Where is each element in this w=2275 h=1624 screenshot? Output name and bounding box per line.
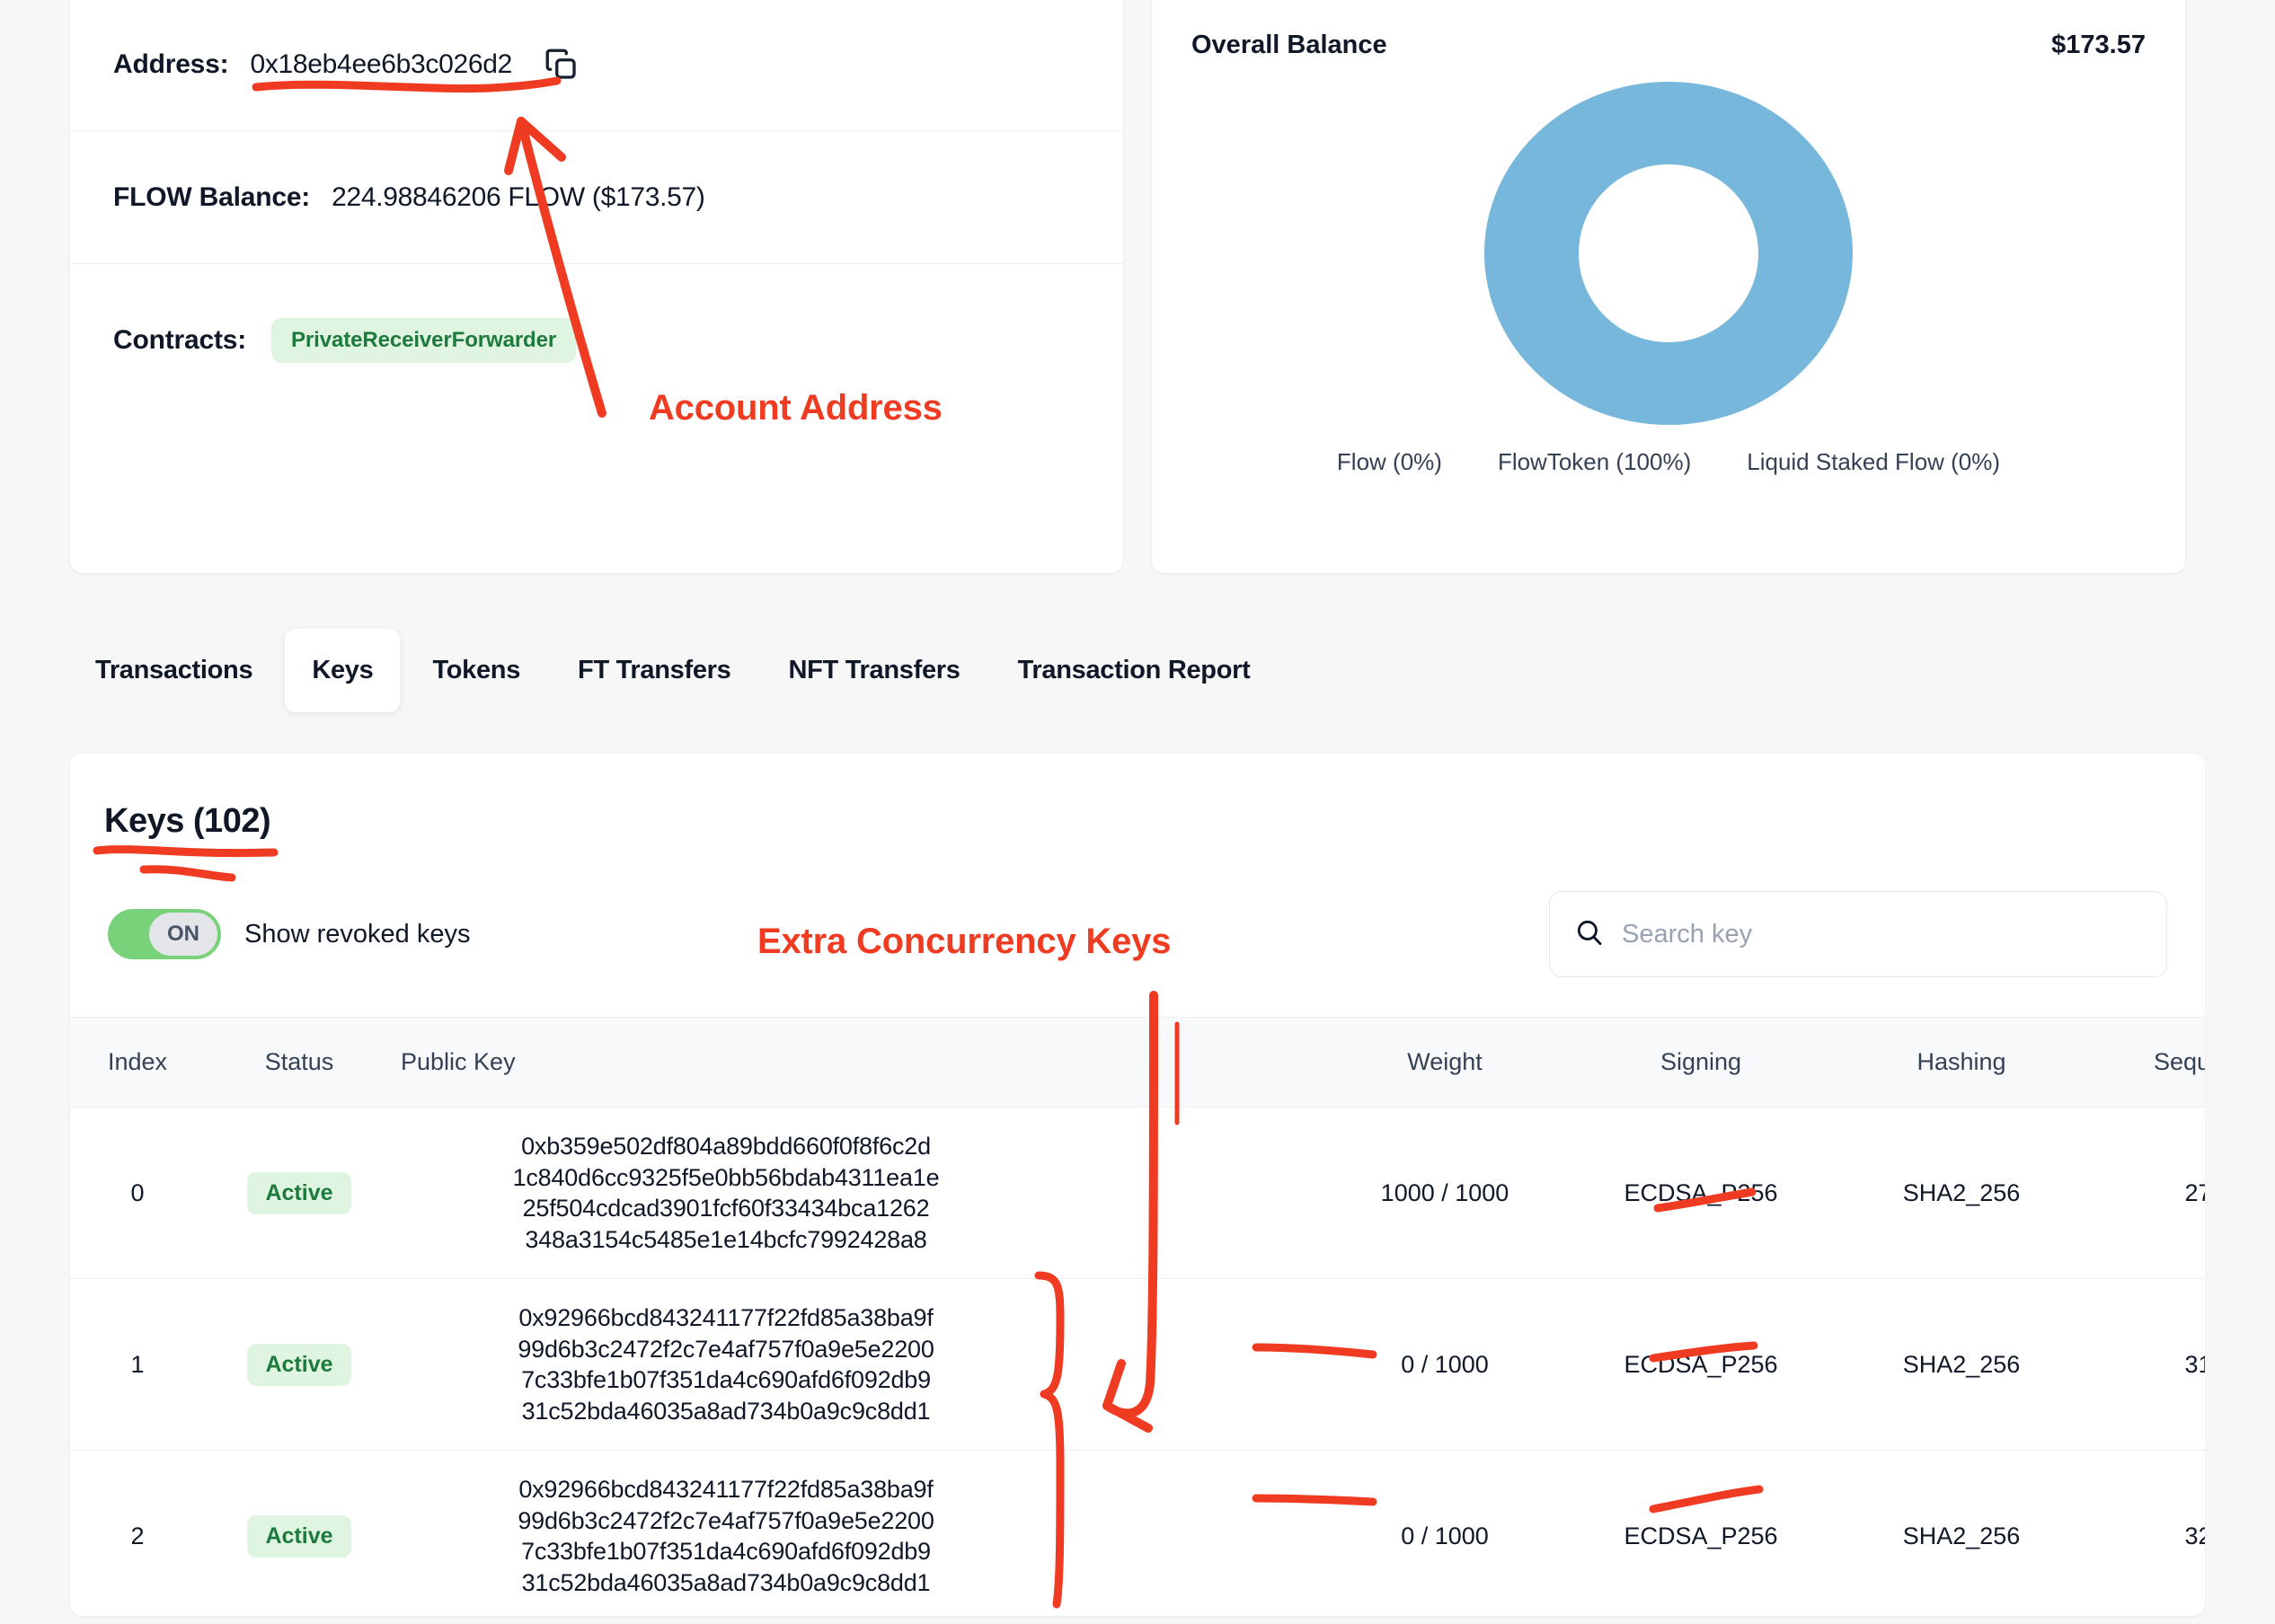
keys-controls: ON Show revoked keys bbox=[70, 841, 2205, 977]
cell-status: Active bbox=[205, 1278, 394, 1452]
cell-status: Active bbox=[205, 1450, 394, 1616]
tab-label: Keys bbox=[312, 656, 374, 684]
account-info-card: Address: 0x18eb4ee6b3c026d2 FLOW Balance… bbox=[70, 0, 1123, 573]
cell-status: Active bbox=[205, 1107, 394, 1280]
status-badge: Active bbox=[247, 1171, 351, 1214]
section-tabs: Transactions Keys Tokens FT Transfers NF… bbox=[0, 629, 2275, 712]
show-revoked-keys-label: Show revoked keys bbox=[244, 919, 471, 949]
tab-label: FT Transfers bbox=[578, 656, 731, 684]
cell-signing: ECDSA_P256 bbox=[1571, 1278, 1831, 1452]
tab-label: Transactions bbox=[95, 656, 253, 684]
tab-tokens[interactable]: Tokens bbox=[407, 636, 545, 705]
balance-amount: $173.57 bbox=[2051, 31, 2146, 59]
address-value: 0x18eb4ee6b3c026d2 bbox=[250, 49, 512, 79]
cell-weight: 0 / 1000 bbox=[1319, 1278, 1571, 1452]
cell-index: 0 bbox=[70, 1107, 205, 1280]
legend-item-flow: Flow (0%) bbox=[1336, 448, 1442, 475]
tab-label: NFT Transfers bbox=[788, 656, 960, 684]
cell-hashing: SHA2_256 bbox=[1831, 1278, 2092, 1452]
search-icon bbox=[1573, 916, 1606, 953]
cell-weight: 1000 / 1000 bbox=[1319, 1107, 1571, 1280]
contract-badge[interactable]: PrivateReceiverForwarder bbox=[271, 318, 577, 363]
toggle-knob-label: ON bbox=[149, 913, 217, 956]
table-row[interactable]: 0 Active 0xb359e502df804a89bdd660f0f8f6c… bbox=[70, 1107, 2205, 1280]
balance-donut-chart bbox=[1191, 82, 2146, 425]
keys-panel-title: Keys (102) bbox=[104, 802, 271, 840]
cell-signing: ECDSA_P256 bbox=[1571, 1107, 1831, 1280]
tab-ft-transfers[interactable]: FT Transfers bbox=[553, 636, 756, 705]
balance-title: Overall Balance bbox=[1191, 31, 1387, 59]
show-revoked-keys-group: ON Show revoked keys bbox=[108, 909, 470, 959]
cell-index: 1 bbox=[70, 1278, 205, 1452]
cell-hashing: SHA2_256 bbox=[1831, 1450, 2092, 1616]
show-revoked-keys-toggle[interactable]: ON bbox=[108, 909, 221, 959]
column-header-status[interactable]: Status bbox=[205, 1017, 394, 1108]
table-row[interactable]: 1 Active 0x92966bcd843241177f22fd85a38ba… bbox=[70, 1278, 2205, 1452]
cell-public-key: 0x92966bcd843241177f22fd85a38ba9f 99d6b3… bbox=[394, 1278, 1058, 1452]
cell-signing: ECDSA_P256 bbox=[1571, 1450, 1831, 1616]
column-header-sequence[interactable]: Sequence # bbox=[2092, 1017, 2205, 1108]
tab-transaction-report[interactable]: Transaction Report bbox=[993, 636, 1276, 705]
copy-icon[interactable] bbox=[543, 46, 580, 84]
flow-balance-value: 224.98846206 FLOW ($173.57) bbox=[332, 181, 705, 212]
flow-balance-row: FLOW Balance: 224.98846206 FLOW ($173.57… bbox=[70, 131, 1123, 264]
flow-balance-label: FLOW Balance: bbox=[113, 181, 311, 212]
table-row[interactable]: 2 Active 0x92966bcd843241177f22fd85a38ba… bbox=[70, 1450, 2205, 1616]
legend-item-flowtoken: FlowToken (100%) bbox=[1497, 448, 1692, 475]
keys-table: Index Status Public Key Weight Signing H… bbox=[70, 1017, 2205, 1616]
address-row: Address: 0x18eb4ee6b3c026d2 bbox=[70, 0, 1123, 131]
keys-panel: Keys (102) ON Show revoked keys bbox=[70, 754, 2205, 1616]
overall-balance-card: Overall Balance $173.57 Flow (0%) FlowTo… bbox=[1152, 0, 2185, 573]
search-key-box[interactable] bbox=[1549, 891, 2167, 977]
keys-table-head: Index Status Public Key Weight Signing H… bbox=[70, 1017, 2205, 1108]
legend-item-liquid-staked-flow: Liquid Staked Flow (0%) bbox=[1747, 448, 2001, 475]
cell-sequence: 27231 bbox=[2092, 1107, 2205, 1280]
cell-weight: 0 / 1000 bbox=[1319, 1450, 1571, 1616]
column-header-signing[interactable]: Signing bbox=[1571, 1017, 1831, 1108]
address-label: Address: bbox=[113, 49, 229, 79]
contracts-label: Contracts: bbox=[113, 325, 247, 355]
tab-transactions[interactable]: Transactions bbox=[70, 636, 278, 705]
donut-svg bbox=[1484, 82, 1853, 425]
keys-table-body: 0 Active 0xb359e502df804a89bdd660f0f8f6c… bbox=[70, 1107, 2205, 1616]
column-header-hashing[interactable]: Hashing bbox=[1831, 1017, 2092, 1108]
column-header-spacer bbox=[1058, 1017, 1319, 1108]
status-badge: Active bbox=[247, 1514, 351, 1558]
column-header-public-key[interactable]: Public Key bbox=[394, 1017, 1058, 1108]
table-header-row: Index Status Public Key Weight Signing H… bbox=[70, 1017, 2205, 1108]
cell-sequence: 32805 bbox=[2092, 1450, 2205, 1616]
search-key-input[interactable] bbox=[1622, 919, 2143, 949]
cell-hashing: SHA2_256 bbox=[1831, 1107, 2092, 1280]
balance-header: Overall Balance $173.57 bbox=[1191, 31, 2146, 60]
cell-spacer bbox=[1058, 1107, 1319, 1280]
top-summary-row: Address: 0x18eb4ee6b3c026d2 FLOW Balance… bbox=[0, 0, 2275, 573]
cell-public-key: 0xb359e502df804a89bdd660f0f8f6c2d 1c840d… bbox=[394, 1107, 1058, 1280]
status-badge: Active bbox=[247, 1343, 351, 1386]
column-header-index[interactable]: Index bbox=[70, 1017, 205, 1108]
cell-sequence: 31224 bbox=[2092, 1278, 2205, 1452]
cell-spacer bbox=[1058, 1450, 1319, 1616]
tab-label: Tokens bbox=[432, 656, 521, 684]
column-header-weight[interactable]: Weight bbox=[1319, 1017, 1571, 1108]
cell-index: 2 bbox=[70, 1450, 205, 1616]
cell-public-key: 0x92966bcd843241177f22fd85a38ba9f 99d6b3… bbox=[394, 1450, 1058, 1616]
chart-legend: Flow (0%) FlowToken (100%) Liquid Staked… bbox=[1191, 448, 2146, 476]
tab-label: Transaction Report bbox=[1017, 656, 1251, 684]
cell-spacer bbox=[1058, 1278, 1319, 1452]
contracts-row: Contracts: PrivateReceiverForwarder bbox=[70, 264, 1123, 417]
tab-nft-transfers[interactable]: NFT Transfers bbox=[764, 636, 986, 705]
tab-keys[interactable]: Keys bbox=[285, 629, 401, 712]
